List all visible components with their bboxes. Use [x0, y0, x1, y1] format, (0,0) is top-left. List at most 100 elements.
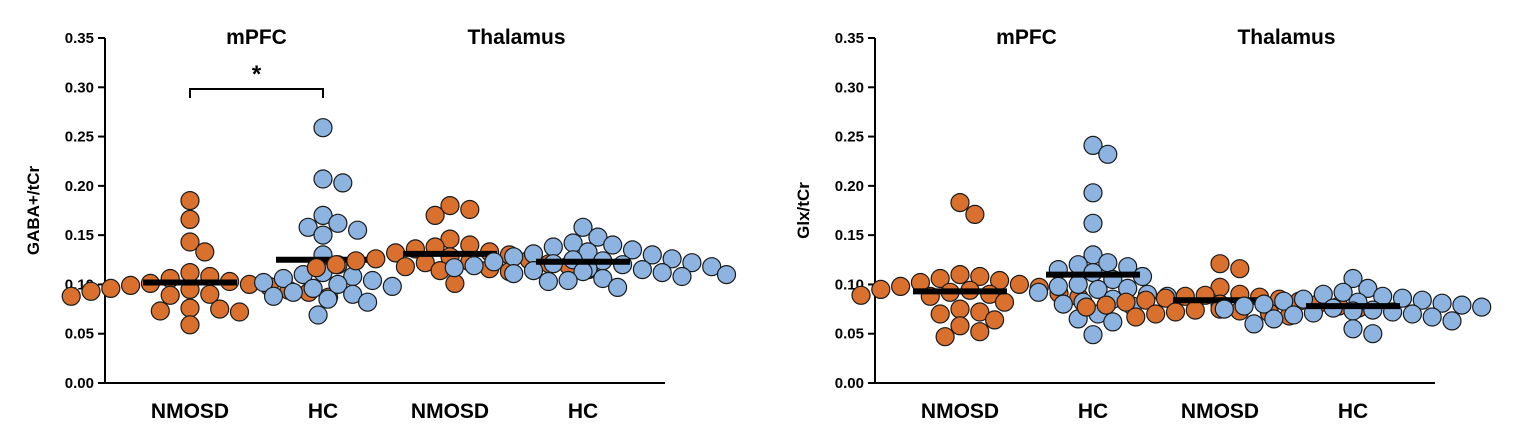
data-point — [970, 302, 990, 322]
significance-marker: * — [252, 61, 262, 88]
data-point — [440, 196, 460, 216]
data-point — [1254, 294, 1274, 314]
data-point — [930, 268, 950, 289]
x-category-label: NMOSD — [921, 400, 999, 423]
data-point — [326, 255, 346, 275]
data-point — [1358, 278, 1378, 298]
region-label: Thalamus — [467, 26, 565, 49]
data-point — [950, 193, 970, 213]
data-point — [1422, 307, 1442, 327]
data-point — [328, 274, 348, 294]
data-point — [632, 260, 653, 280]
y-tick-label: 0.35 — [65, 30, 94, 47]
data-point — [930, 304, 950, 324]
x-category-label: NMOSD — [1181, 400, 1259, 423]
data-point — [1343, 319, 1363, 339]
data-point — [672, 266, 692, 287]
y-axis-label: GABA+/tCr — [24, 165, 43, 255]
data-point — [195, 242, 215, 262]
data-point — [1146, 304, 1166, 324]
data-point — [935, 327, 955, 347]
data-point — [1264, 309, 1284, 329]
data-point — [950, 265, 970, 285]
data-point — [538, 271, 559, 292]
data-point — [328, 213, 348, 233]
data-point — [348, 220, 368, 240]
data-point — [1442, 311, 1462, 331]
data-point — [318, 289, 338, 309]
data-point — [346, 251, 366, 271]
data-point — [366, 249, 386, 269]
data-point — [1333, 282, 1353, 302]
data-point — [970, 266, 990, 287]
data-point — [1392, 288, 1413, 308]
data-point — [1076, 297, 1096, 317]
y-axis-label: Glx/tCr — [794, 182, 813, 239]
data-point — [1098, 144, 1118, 164]
data-point — [1136, 290, 1156, 310]
data-point — [101, 278, 121, 298]
data-point — [358, 292, 378, 312]
data-point — [1244, 314, 1264, 334]
x-category-label: NMOSD — [151, 400, 229, 423]
y-tick-label: 0.25 — [65, 129, 94, 146]
data-point — [313, 205, 333, 225]
data-point — [1068, 274, 1088, 294]
data-point — [1283, 305, 1304, 325]
region-label: mPFC — [996, 26, 1057, 49]
data-point — [1165, 302, 1186, 322]
data-point — [1083, 135, 1103, 155]
data-point — [298, 217, 318, 237]
chart-glx: 0.000.050.100.150.200.250.300.35Glx/tCrN… — [794, 26, 1492, 423]
region-label: mPFC — [226, 26, 287, 49]
data-point — [273, 268, 293, 289]
data-point — [425, 205, 445, 225]
data-point — [81, 281, 101, 301]
data-point — [1432, 293, 1452, 313]
data-point — [593, 268, 613, 289]
x-category-label: HC — [1078, 400, 1108, 423]
data-point — [313, 169, 333, 189]
data-point — [1048, 276, 1068, 296]
data-point — [1083, 325, 1103, 345]
data-point — [1028, 282, 1049, 302]
data-point — [716, 265, 737, 285]
data-point — [504, 247, 524, 267]
data-point — [1363, 324, 1383, 344]
data-point — [180, 315, 200, 335]
data-point — [1103, 312, 1123, 332]
data-point — [180, 232, 200, 252]
data-point — [395, 257, 415, 277]
data-point — [180, 298, 200, 318]
data-point — [61, 286, 81, 306]
data-point — [362, 270, 383, 291]
data-point — [1234, 296, 1254, 316]
y-tick-label: 0.05 — [835, 326, 864, 343]
y-tick-label: 0.30 — [835, 79, 864, 96]
data-point — [984, 310, 1005, 330]
data-point — [1088, 279, 1108, 299]
data-point — [970, 322, 990, 342]
y-tick-label: 0.05 — [65, 326, 94, 343]
data-point — [890, 276, 911, 296]
data-point — [1053, 294, 1073, 314]
data-point — [504, 264, 524, 284]
data-point — [460, 199, 480, 220]
significance-bracket — [189, 88, 324, 98]
data-point — [121, 275, 141, 295]
data-point — [1472, 297, 1492, 317]
data-point — [333, 173, 353, 193]
data-point — [180, 209, 200, 229]
data-point — [1083, 183, 1103, 203]
data-point — [382, 276, 402, 296]
data-point — [851, 285, 871, 305]
data-point — [1402, 304, 1423, 324]
data-point — [210, 299, 230, 319]
data-point — [1116, 292, 1136, 312]
data-point — [254, 272, 274, 293]
data-point — [1185, 300, 1205, 320]
x-category-label: HC — [1338, 400, 1368, 423]
data-point — [263, 286, 284, 306]
data-point — [306, 258, 326, 278]
